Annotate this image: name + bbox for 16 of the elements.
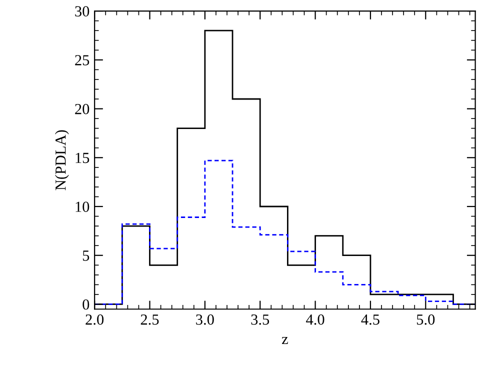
x-tick-label: 4.5 bbox=[361, 314, 380, 325]
y-tick-label: 30 bbox=[75, 6, 90, 16]
x-tick-label: 3.0 bbox=[196, 314, 214, 325]
y-tick-label: 5 bbox=[82, 250, 90, 261]
x-tick-label: 2.0 bbox=[86, 314, 104, 325]
y-tick-label: 15 bbox=[76, 152, 90, 164]
y-tick-label: 25 bbox=[75, 55, 90, 66]
y-axis-title: N(PDLA) bbox=[55, 130, 69, 190]
x-axis-title: z bbox=[282, 336, 288, 344]
x-tick-label: 2.5 bbox=[140, 314, 159, 325]
y-tick-label: 20 bbox=[75, 104, 90, 114]
x-tick-label: 4.0 bbox=[306, 314, 324, 325]
x-tick-label: 5.0 bbox=[416, 314, 435, 325]
x-tick-label: 3.5 bbox=[251, 314, 270, 325]
y-tick-label: 10 bbox=[76, 202, 90, 212]
y-tick-label: 0 bbox=[82, 299, 90, 310]
